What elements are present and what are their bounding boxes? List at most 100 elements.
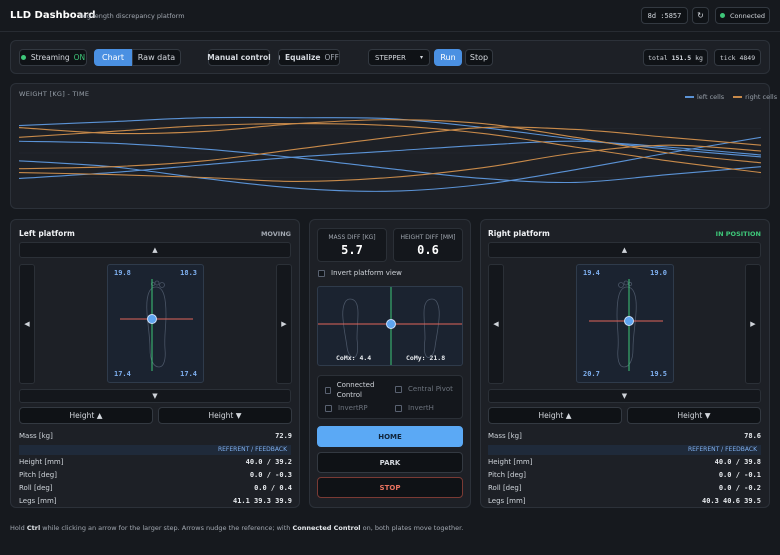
height-diff-label: HEIGHT DIFF [MM] xyxy=(400,234,456,241)
right-legs-label: Legs [mm] xyxy=(488,497,526,505)
left-nudge-up-button[interactable]: ▲ xyxy=(19,242,291,258)
invert-h-box[interactable] xyxy=(395,404,402,412)
right-height-up-button[interactable]: Height ▲ xyxy=(488,407,622,424)
left-cell-bottom-right: 17.4 xyxy=(180,370,197,378)
left-height-up-button[interactable]: Height ▲ xyxy=(19,407,153,424)
right-cell-top-right: 19.0 xyxy=(650,269,667,277)
equalize-dot xyxy=(279,55,280,60)
mass-diff-label: MASS DIFF [KG] xyxy=(328,234,376,241)
equalize-label: Equalize xyxy=(284,53,321,62)
series-line-7 xyxy=(19,119,761,164)
left-height-value: 40.0 / 39.2 xyxy=(245,458,292,466)
central-pivot-box[interactable] xyxy=(395,385,402,393)
left-legs-label: Legs [mm] xyxy=(19,497,57,505)
total-value: 151.5 xyxy=(671,53,692,62)
park-button[interactable]: PARK xyxy=(317,452,463,473)
tab-chart-label: Chart xyxy=(102,53,124,62)
right-nudge-left-button[interactable]: ◀ xyxy=(488,264,504,384)
right-height-label: Height [mm] xyxy=(488,458,533,466)
comy-readout: CoMy: 21.8 xyxy=(406,354,446,362)
right-legs-value: 40.3 40.6 39.5 xyxy=(701,497,761,505)
home-label: HOME xyxy=(378,432,402,441)
central-pivot-checkbox[interactable]: Central Pivot xyxy=(395,385,453,393)
invert-view-checkbox[interactable]: Invert platform view xyxy=(318,269,402,277)
home-button[interactable]: HOME xyxy=(317,426,463,447)
left-legs-value: 41.1 39.3 39.9 xyxy=(232,497,292,505)
series-line-5 xyxy=(19,144,761,182)
right-ref-header: REFERENT / FEEDBACK xyxy=(488,445,761,455)
left-nudge-left-button[interactable]: ◀ xyxy=(19,264,35,384)
chart-legend: left cells right cells xyxy=(685,93,777,101)
control-options xyxy=(317,375,463,419)
right-plate-graphic xyxy=(589,279,663,371)
left-nudge-right-button[interactable]: ▶ xyxy=(276,264,292,384)
streaming-dot xyxy=(20,55,26,60)
total-weight-readout: total 151.5 kg xyxy=(643,49,708,66)
connected-control-checkbox[interactable]: Connected Control xyxy=(325,380,385,400)
refresh-button[interactable]: ↻ xyxy=(692,7,709,24)
invert-h-checkbox[interactable]: InvertH xyxy=(395,404,434,412)
invert-rp-box[interactable] xyxy=(325,404,332,412)
left-cell-top-left: 19.8 xyxy=(114,269,131,277)
right-height-down-button[interactable]: Height ▼ xyxy=(627,407,761,424)
park-label: PARK xyxy=(379,458,401,467)
right-nudge-up-button[interactable]: ▲ xyxy=(488,242,761,258)
arrow-right-icon: ▶ xyxy=(750,320,756,328)
foot-outline-icon xyxy=(146,280,167,368)
invert-rp-checkbox[interactable]: InvertRP xyxy=(325,404,368,412)
right-platform-title: Right platform xyxy=(488,229,550,238)
total-unit: kg xyxy=(695,53,703,62)
left-ref-header-text: REFERENT / FEEDBACK xyxy=(217,446,287,453)
left-pitch-value: 0.0 / -0.3 xyxy=(249,471,292,479)
arrow-up-icon: ▲ xyxy=(621,246,628,254)
right-platform-state: IN POSITION xyxy=(715,230,761,238)
stop-run-button[interactable]: Stop xyxy=(465,49,493,66)
connection-status: Connected xyxy=(715,7,770,24)
manual-control-button[interactable]: Manual control xyxy=(207,49,271,66)
run-button[interactable]: Run xyxy=(434,49,462,66)
arrow-down-icon: ▼ xyxy=(621,392,628,400)
left-height-up-label: Height ▲ xyxy=(69,411,103,420)
left-nudge-down-button[interactable]: ▼ xyxy=(19,389,291,403)
port-value: 8d :5857 xyxy=(647,11,682,20)
central-pivot-label: Central Pivot xyxy=(408,385,453,393)
run-label: Run xyxy=(440,53,456,62)
left-plate-graphic xyxy=(120,279,193,371)
legend-right-label: right cells xyxy=(745,93,778,101)
tab-raw-data[interactable]: Raw data xyxy=(132,49,181,66)
emergency-stop-button[interactable]: STOP xyxy=(317,477,463,498)
tab-chart[interactable]: Chart xyxy=(94,49,132,66)
combined-com-marker xyxy=(386,319,396,329)
weight-chart xyxy=(19,116,761,192)
right-ref-header-text: REFERENT / FEEDBACK xyxy=(687,446,757,453)
left-cell-bottom-left: 17.4 xyxy=(114,370,131,378)
arrow-up-icon: ▲ xyxy=(152,246,158,254)
invert-rp-label: InvertRP xyxy=(338,404,368,412)
left-height-down-button[interactable]: Height ▼ xyxy=(158,407,292,424)
left-roll-value: 0.0 / 0.4 xyxy=(254,484,292,492)
hint-pre: Hold xyxy=(10,524,27,532)
right-plate-view: 19.4 19.0 20.7 19.5 xyxy=(576,264,674,383)
mode-value: STEPPER xyxy=(375,53,406,62)
left-roll-label: Roll [deg] xyxy=(19,484,53,492)
tab-raw-label: Raw data xyxy=(137,53,176,62)
left-platform-title: Left platform xyxy=(19,229,75,238)
port-select[interactable]: 8d :5857 xyxy=(641,7,688,24)
app-subtitle: leg length discrepancy platform xyxy=(81,12,185,20)
right-nudge-down-button[interactable]: ▼ xyxy=(488,389,761,403)
mode-select[interactable]: STEPPER ▾ xyxy=(368,49,430,66)
streaming-toggle[interactable]: Streaming ON xyxy=(19,49,87,66)
equalize-toggle[interactable]: Equalize OFF xyxy=(278,49,340,66)
status-dot xyxy=(719,13,725,18)
hint-post: on, both plates move together. xyxy=(360,524,464,532)
left-platform-state: MOVING xyxy=(260,230,291,238)
left-ref-header: REFERENT / FEEDBACK xyxy=(19,445,291,455)
right-mass-label: Mass [kg] xyxy=(488,432,522,440)
invert-view-box[interactable] xyxy=(318,269,325,277)
connected-control-label: Connected Control xyxy=(336,381,375,399)
right-nudge-right-button[interactable]: ▶ xyxy=(745,264,761,384)
connected-control-box[interactable] xyxy=(325,386,331,394)
streaming-state: ON xyxy=(73,53,86,62)
feet-outline-icon xyxy=(342,298,440,358)
legend-right-swatch xyxy=(733,96,743,98)
